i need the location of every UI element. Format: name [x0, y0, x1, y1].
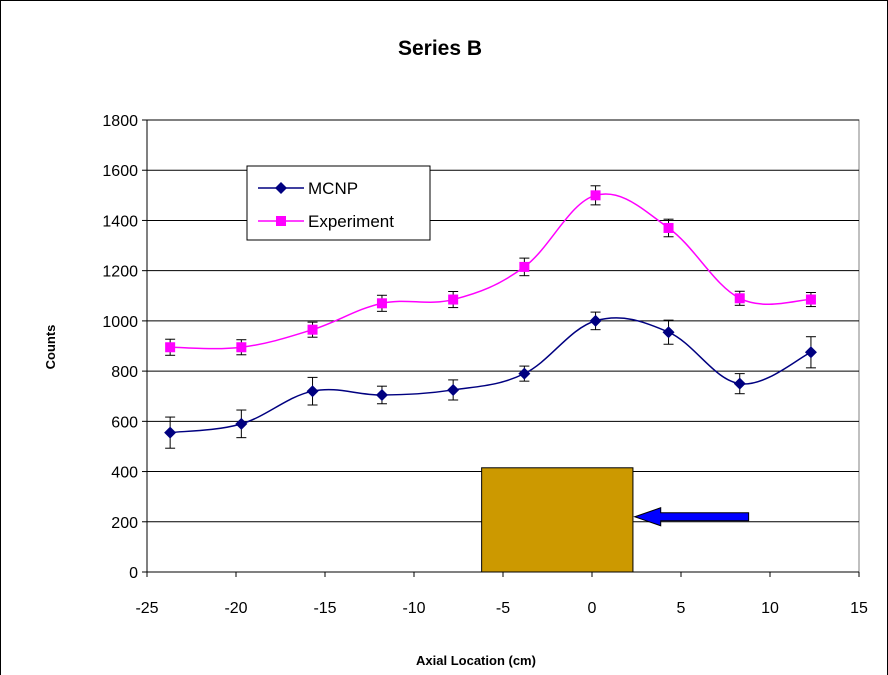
- data-point: [590, 190, 601, 201]
- y-axis-label: Counts: [43, 325, 58, 370]
- data-point: [235, 417, 248, 430]
- y-tick-label: 1800: [102, 113, 138, 130]
- legend-label-mcnp: MCNP: [308, 179, 358, 198]
- x-tick-label: -10: [402, 600, 425, 617]
- series-experiment: [165, 185, 816, 356]
- data-point: [662, 326, 675, 339]
- y-tick-label: 400: [111, 465, 138, 482]
- x-tick-label: 0: [588, 600, 597, 617]
- legend-label-experiment: Experiment: [308, 212, 394, 231]
- series-layer: [164, 185, 817, 449]
- source-block: [481, 467, 634, 573]
- series-line-experiment: [170, 193, 811, 350]
- y-tick-label: 200: [111, 515, 138, 532]
- data-point: [518, 367, 531, 380]
- data-point: [165, 342, 176, 353]
- data-point: [376, 298, 387, 309]
- data-point: [519, 261, 530, 272]
- series-line-mcnp: [170, 317, 812, 434]
- legend: MCNP Experiment: [246, 165, 431, 241]
- legend-marker-mcnp: [275, 182, 287, 194]
- y-tick-label: 600: [111, 414, 138, 431]
- data-point: [733, 377, 746, 390]
- x-tick-label: -25: [135, 600, 158, 617]
- x-tick-label: 15: [850, 600, 868, 617]
- y-tick-label: 1400: [102, 213, 138, 230]
- y-tick-label: 1200: [102, 264, 138, 281]
- pointer-arrow: [633, 507, 750, 527]
- series-mcnp: [164, 311, 817, 449]
- x-tick-label: 5: [677, 600, 686, 617]
- annotations: [481, 467, 750, 573]
- x-tick-label: -20: [224, 600, 247, 617]
- y-tick-label: 1000: [102, 314, 138, 331]
- legend-box: [246, 165, 431, 241]
- x-tick-label: 10: [761, 600, 779, 617]
- legend-marker-experiment: [276, 216, 286, 226]
- data-point: [447, 383, 460, 396]
- data-point: [804, 346, 817, 359]
- data-point: [734, 293, 745, 304]
- axes: 0 200 400 600 800 1000 1200 1400 1600 1800 -25 -20 -…: [102, 113, 868, 617]
- y-tick-label: 0: [129, 565, 138, 582]
- data-point: [589, 314, 602, 327]
- data-point: [236, 342, 247, 353]
- data-point: [805, 294, 816, 305]
- data-point: [375, 388, 388, 401]
- y-tick-label: 1600: [102, 163, 138, 180]
- data-point: [306, 385, 319, 398]
- data-point: [663, 222, 674, 233]
- data-point: [307, 324, 318, 335]
- x-tick-label: -15: [313, 600, 336, 617]
- x-tick-label: -5: [496, 600, 510, 617]
- chart-title: Series B: [398, 37, 482, 60]
- y-tick-label: 800: [111, 364, 138, 381]
- data-point: [448, 294, 459, 305]
- data-point: [164, 426, 177, 439]
- x-axis-label: Axial Location (cm): [416, 653, 536, 668]
